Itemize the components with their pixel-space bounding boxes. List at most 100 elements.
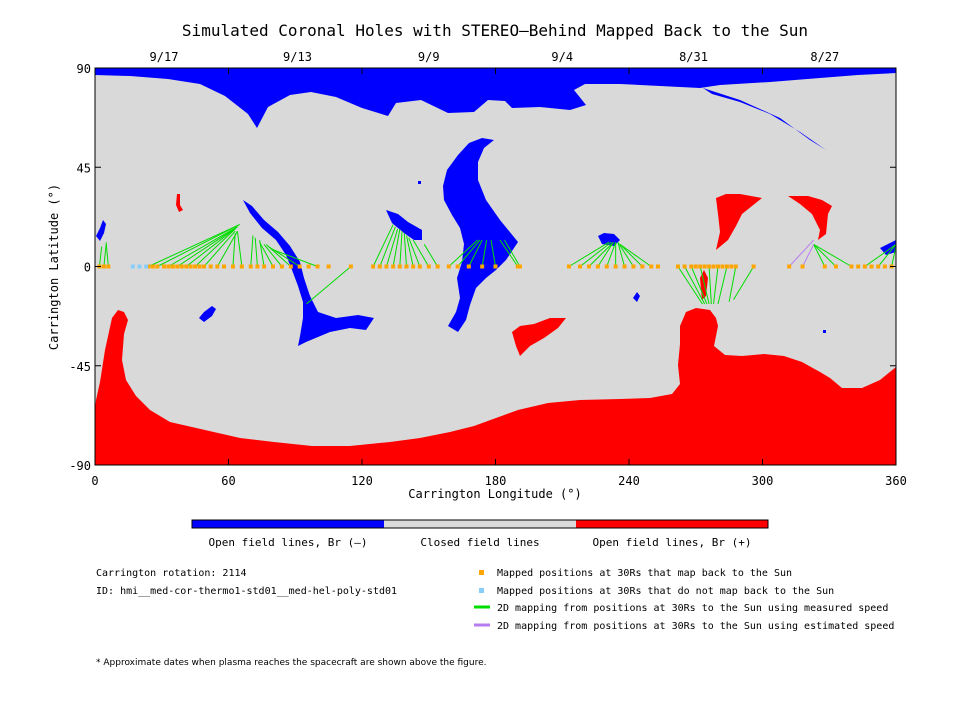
measured-link-line: [157, 224, 240, 267]
measured-link-line: [372, 224, 394, 267]
measured-link-line: [891, 246, 897, 267]
mapped-point: [833, 264, 838, 269]
colorbar-label-closed: Closed field lines: [420, 536, 539, 549]
mapped-point: [707, 264, 712, 269]
mapped-point: [391, 264, 396, 269]
unmapped-point: [130, 264, 135, 269]
y-tick-label: -45: [69, 360, 91, 374]
legend-unmapped-marker: [479, 588, 484, 593]
legend: Mapped positions at 30Rs that map back t…: [474, 568, 894, 632]
measured-link-line: [403, 233, 407, 267]
mapped-point: [698, 264, 703, 269]
measured-link-line: [617, 241, 634, 267]
mapped-point: [161, 264, 166, 269]
measured-link-line: [103, 244, 107, 267]
coronal-hole-polar-tail: [703, 88, 826, 150]
unmapped-point: [137, 264, 142, 269]
measured-link-line: [457, 239, 481, 267]
mapped-point: [822, 264, 827, 269]
mapped-point: [288, 264, 293, 269]
measured-link-line: [259, 241, 274, 267]
mapped-point: [179, 264, 184, 269]
mapped-point: [655, 264, 660, 269]
colorbar: Open field lines, Br (–) Closed field li…: [191, 519, 769, 549]
measured-link-line: [617, 242, 626, 267]
mapped-point: [371, 264, 376, 269]
measured-link-line: [216, 230, 238, 267]
date-tick-label: 9/9: [418, 50, 440, 64]
mapped-point: [279, 264, 284, 269]
colorbar-label-negative: Open field lines, Br (–): [209, 536, 368, 549]
date-tick-label: 8/31: [679, 50, 708, 64]
measured-link-line: [194, 228, 236, 267]
measured-link-line: [385, 228, 399, 267]
mapped-point: [631, 264, 636, 269]
measured-link-line: [468, 239, 483, 267]
mapped-point: [348, 264, 353, 269]
x-tick-label: 180: [485, 474, 507, 488]
legend-mapped-text: Mapped positions at 30Rs that map back t…: [497, 568, 792, 579]
mapped-point: [586, 264, 591, 269]
measured-link-line: [481, 239, 488, 267]
mapped-point: [404, 264, 409, 269]
measured-link-line: [677, 266, 703, 305]
measured-link-line: [690, 266, 708, 305]
measured-link-line: [168, 226, 238, 267]
mapped-point: [208, 264, 213, 269]
mapped-point: [202, 264, 207, 269]
carrington-rotation-text: Carrington rotation: 2114: [96, 568, 247, 579]
mapped-point: [146, 264, 151, 269]
mapped-point: [466, 264, 471, 269]
coronal-hole-50: [199, 306, 216, 322]
colorbar-positive: [576, 520, 768, 528]
colorbar-frame: [191, 519, 769, 529]
mapped-point: [856, 264, 861, 269]
measured-link-line: [270, 248, 318, 267]
mapped-point: [604, 264, 609, 269]
mapped-point: [702, 264, 707, 269]
measured-speed-links: [98, 224, 897, 305]
x-tick-label: 60: [221, 474, 235, 488]
mapped-point: [101, 264, 106, 269]
mapped-point: [435, 264, 440, 269]
mapped-point: [455, 264, 460, 269]
mapped-point: [255, 264, 260, 269]
measured-link-line: [408, 237, 421, 267]
estimated-link-line: [802, 244, 815, 267]
mapped-point: [248, 264, 253, 269]
measured-link-line: [448, 239, 479, 267]
mapped-point: [622, 264, 627, 269]
mapped-point: [239, 264, 244, 269]
mapped-point: [689, 264, 694, 269]
mapped-point: [724, 264, 729, 269]
mapped-point: [675, 264, 680, 269]
measured-link-line: [254, 237, 258, 267]
measured-link-line: [499, 239, 519, 267]
measured-link-line: [236, 231, 243, 267]
mapped-point: [222, 264, 227, 269]
date-tick-label: 9/13: [283, 50, 312, 64]
mapped-point: [197, 264, 202, 269]
coronal-hole-180: [443, 138, 518, 332]
mapped-point: [446, 264, 451, 269]
colorbar-label-positive: Open field lines, Br (+): [593, 536, 752, 549]
coronal-hole-70: [243, 200, 374, 346]
mapped-point: [711, 264, 716, 269]
red-region-37n: [176, 194, 183, 212]
estimated-link-line: [788, 239, 815, 267]
mapped-point: [170, 264, 175, 269]
mapped-point: [515, 264, 520, 269]
mapped-point: [306, 264, 311, 269]
mapped-point: [262, 264, 267, 269]
mapped-point: [517, 264, 522, 269]
measured-link-line: [864, 244, 897, 267]
measured-link-line: [105, 242, 109, 267]
unmapped-points: [130, 264, 149, 269]
mapped-point: [640, 264, 645, 269]
measured-link-line: [684, 266, 706, 305]
mapped-point: [693, 264, 698, 269]
date-axis: 9/17 9/13 9/9 9/4 8/31 8/27: [150, 50, 840, 64]
y-tick-label: 45: [77, 161, 91, 175]
x-tick-label: 300: [752, 474, 774, 488]
